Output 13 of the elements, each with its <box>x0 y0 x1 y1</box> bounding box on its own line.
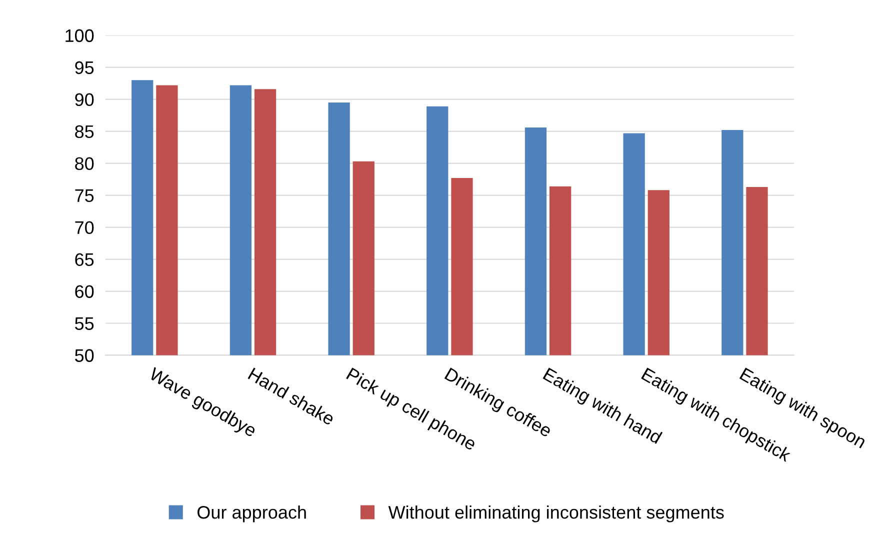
y-tick-label: 80 <box>75 157 94 170</box>
y-tick-label: 75 <box>75 189 94 202</box>
y-tick-label: 100 <box>66 29 94 42</box>
y-tick-label: 50 <box>75 349 94 362</box>
y-tick-label: 65 <box>75 253 94 266</box>
y-tick-label: 95 <box>75 61 94 74</box>
y-tick-label: 90 <box>75 93 94 106</box>
y-tick-label: 85 <box>75 125 94 138</box>
legend-label: Our approach <box>197 505 306 522</box>
y-tick-label: 55 <box>75 317 94 330</box>
y-tick-label: 70 <box>75 221 94 234</box>
y-tick-label: 60 <box>75 285 94 298</box>
legend-label: Without eliminating inconsistent segments <box>388 505 724 522</box>
